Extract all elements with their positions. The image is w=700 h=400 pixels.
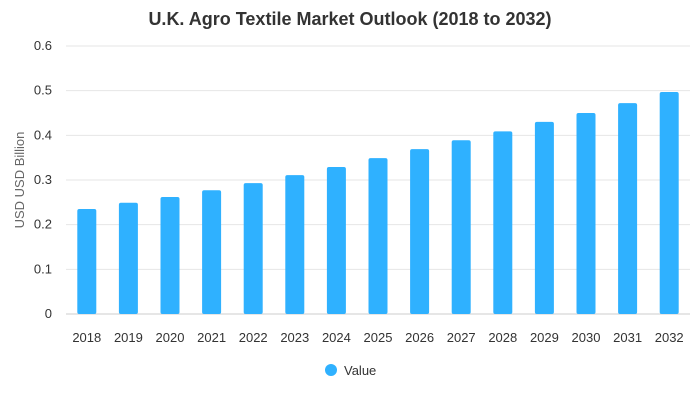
x-tick-label: 2025 [364,330,393,345]
x-tick-label: 2029 [530,330,559,345]
bar-2032[interactable] [659,92,679,314]
x-tick-label: 2022 [239,330,268,345]
bar-2021[interactable] [202,190,222,314]
bar-2030[interactable] [576,113,596,314]
bar-2020[interactable] [160,196,180,314]
bar-2022[interactable] [243,183,263,314]
x-tick-label: 2021 [197,330,226,345]
y-tick-label: 0.1 [34,261,52,276]
bar-2018[interactable] [77,209,97,314]
bar-2019[interactable] [118,202,138,314]
x-tick-label: 2027 [447,330,476,345]
y-tick-label: 0 [45,306,52,321]
legend-swatch-value [325,364,337,376]
legend-label-value: Value [344,363,376,378]
y-tick-label: 0.5 [34,83,52,98]
bar-2025[interactable] [368,158,388,314]
x-tick-label: 2024 [322,330,351,345]
x-tick-label: 2028 [488,330,517,345]
x-tick-label: 2019 [114,330,143,345]
x-tick-label: 2032 [655,330,684,345]
x-tick-label: 2026 [405,330,434,345]
x-tick-label: 2023 [280,330,309,345]
bar-2027[interactable] [451,140,471,314]
chart-title: U.K. Agro Textile Market Outlook (2018 t… [148,9,551,29]
bar-2031[interactable] [618,103,638,314]
x-tick-label: 2020 [156,330,185,345]
y-tick-label: 0.2 [34,217,52,232]
x-tick-label: 2030 [572,330,601,345]
y-tick-label: 0.3 [34,172,52,187]
x-tick-label: 2018 [72,330,101,345]
bar-2028[interactable] [493,131,513,314]
bar-2024[interactable] [326,167,346,314]
y-axis-label: USD USD Billion [12,132,27,229]
x-axis-ticks: 2018 2019 2020 2021 2022 2023 2024 2025 2026 2027… [72,330,683,345]
bar-2026[interactable] [410,149,430,314]
bar-2023[interactable] [285,175,305,314]
legend[interactable]: Value [325,363,376,378]
y-tick-label: 0.6 [34,38,52,53]
x-tick-label: 2031 [613,330,642,345]
y-axis-ticks: 0 0.1 0.2 0.3 0.4 0.5 0.6 [34,38,52,321]
bar-2029[interactable] [534,121,554,314]
bars [77,92,679,314]
y-tick-label: 0.4 [34,127,52,142]
